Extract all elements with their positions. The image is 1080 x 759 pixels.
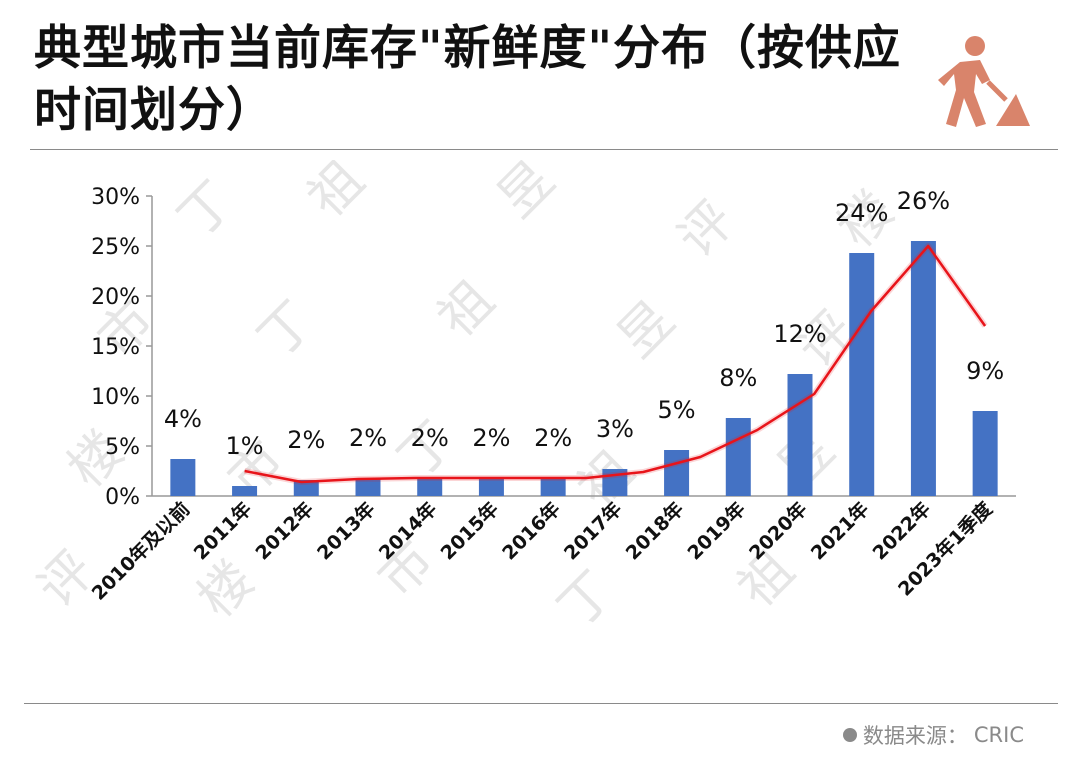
bar bbox=[355, 478, 381, 496]
chart-title: 典型城市当前库存"新鲜度"分布（按供应时间划分） bbox=[34, 21, 901, 138]
source-note: 数据来源： CRIC bbox=[842, 720, 1024, 750]
watermark-char: 丁 bbox=[547, 560, 626, 639]
data-label: 2% bbox=[534, 424, 572, 452]
x-tick-label: 2013年 bbox=[312, 497, 379, 564]
x-tick-label: 2020年 bbox=[744, 497, 811, 564]
bar bbox=[664, 450, 690, 496]
watermark-char: 评 bbox=[667, 190, 746, 269]
y-tick-label: 25% bbox=[91, 235, 140, 260]
x-tick-label: 2017年 bbox=[559, 497, 626, 564]
x-tick-label: 2015年 bbox=[436, 497, 503, 564]
trend-line bbox=[244, 244, 987, 484]
x-tick-label: 2016年 bbox=[498, 497, 565, 564]
bar bbox=[293, 480, 319, 496]
watermark-char: 祖 bbox=[297, 160, 376, 229]
watermark-char: 评 bbox=[27, 540, 106, 619]
data-label: 2% bbox=[411, 424, 449, 452]
x-tick-label: 2010年及以前 bbox=[87, 497, 194, 604]
data-label: 26% bbox=[897, 187, 950, 215]
watermark-char: 楼 bbox=[187, 550, 266, 629]
data-label: 8% bbox=[719, 364, 757, 392]
data-label: 3% bbox=[596, 415, 634, 443]
y-tick-label: 30% bbox=[91, 185, 140, 210]
data-label: 2% bbox=[349, 424, 387, 452]
watermark-char: 昱 bbox=[607, 290, 686, 369]
bar bbox=[972, 411, 998, 496]
data-label: 1% bbox=[226, 432, 264, 460]
bar bbox=[787, 374, 813, 496]
bar bbox=[417, 478, 443, 496]
worker-shovel-icon bbox=[938, 36, 1030, 127]
y-tick-label: 5% bbox=[105, 435, 140, 460]
bar bbox=[725, 418, 751, 496]
watermark-char: 昱 bbox=[487, 160, 566, 229]
bar bbox=[540, 478, 566, 496]
watermark-char: 丁 bbox=[167, 170, 246, 249]
data-label: 2% bbox=[472, 424, 510, 452]
bar bbox=[849, 253, 875, 496]
source-value: CRIC bbox=[973, 723, 1024, 747]
x-tick-label: 2019年 bbox=[683, 497, 750, 564]
y-tick-label: 10% bbox=[91, 385, 140, 410]
data-label: 12% bbox=[773, 320, 826, 348]
bar bbox=[910, 241, 936, 496]
y-tick-label: 0% bbox=[105, 485, 140, 510]
data-label: 2% bbox=[287, 426, 325, 454]
y-tick-label: 15% bbox=[91, 335, 140, 360]
source-label: 数据来源： bbox=[862, 724, 968, 748]
bar-chart: 丁祖昱评楼市丁祖昱评楼市丁祖昱评楼市丁祖 0%5%10%15%20%25%30%… bbox=[27, 160, 1016, 639]
watermark-char: 丁 bbox=[247, 290, 326, 369]
data-label: 24% bbox=[835, 199, 888, 227]
data-label: 5% bbox=[658, 396, 696, 424]
bottom-divider bbox=[24, 703, 1058, 704]
bar bbox=[170, 459, 196, 496]
x-tick-label: 2021年 bbox=[806, 497, 873, 564]
data-label: 9% bbox=[966, 357, 1004, 385]
y-tick-label: 20% bbox=[91, 285, 140, 310]
watermark: 丁祖昱评楼市丁祖昱评楼市丁祖昱评楼市丁祖 bbox=[27, 160, 906, 639]
bullet-dot-icon bbox=[842, 728, 857, 742]
bar bbox=[232, 486, 258, 496]
x-tick-label: 2018年 bbox=[621, 497, 688, 564]
bar bbox=[478, 478, 504, 496]
top-divider bbox=[30, 149, 1058, 150]
data-label: 4% bbox=[164, 405, 202, 433]
watermark-char: 祖 bbox=[427, 270, 506, 349]
